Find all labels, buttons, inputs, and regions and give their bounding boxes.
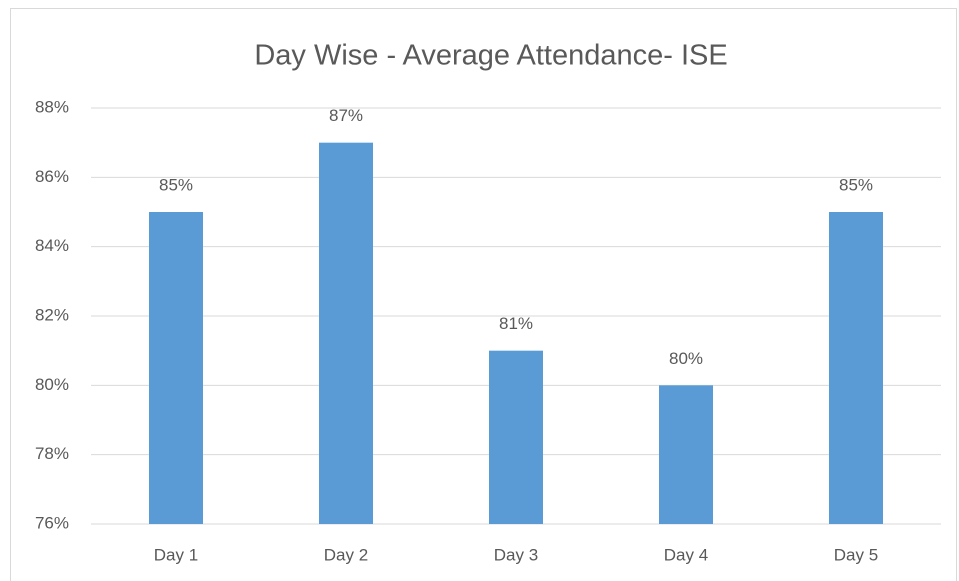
bar <box>319 142 373 524</box>
data-label: 81% <box>499 314 533 333</box>
y-tick-label: 78% <box>35 444 69 463</box>
y-tick-label: 82% <box>35 305 69 324</box>
data-label: 85% <box>839 175 873 194</box>
data-label: 87% <box>329 106 363 125</box>
bar <box>149 212 203 524</box>
bar <box>489 350 543 524</box>
x-tick-label: Day 4 <box>664 545 708 564</box>
data-label: 80% <box>669 349 703 368</box>
x-tick-label: Day 3 <box>494 545 538 564</box>
x-tick-label: Day 5 <box>834 545 878 564</box>
y-tick-label: 84% <box>35 236 69 255</box>
y-tick-label: 88% <box>35 97 69 116</box>
y-tick-label: 76% <box>35 513 69 532</box>
x-tick-label: Day 1 <box>154 545 198 564</box>
data-label: 85% <box>159 175 193 194</box>
bar <box>659 385 713 524</box>
y-tick-label: 80% <box>35 375 69 394</box>
chart-title: Day Wise - Average Attendance- ISE <box>254 40 727 72</box>
bar <box>829 212 883 524</box>
y-tick-label: 86% <box>35 167 69 186</box>
x-tick-label: Day 2 <box>324 545 368 564</box>
